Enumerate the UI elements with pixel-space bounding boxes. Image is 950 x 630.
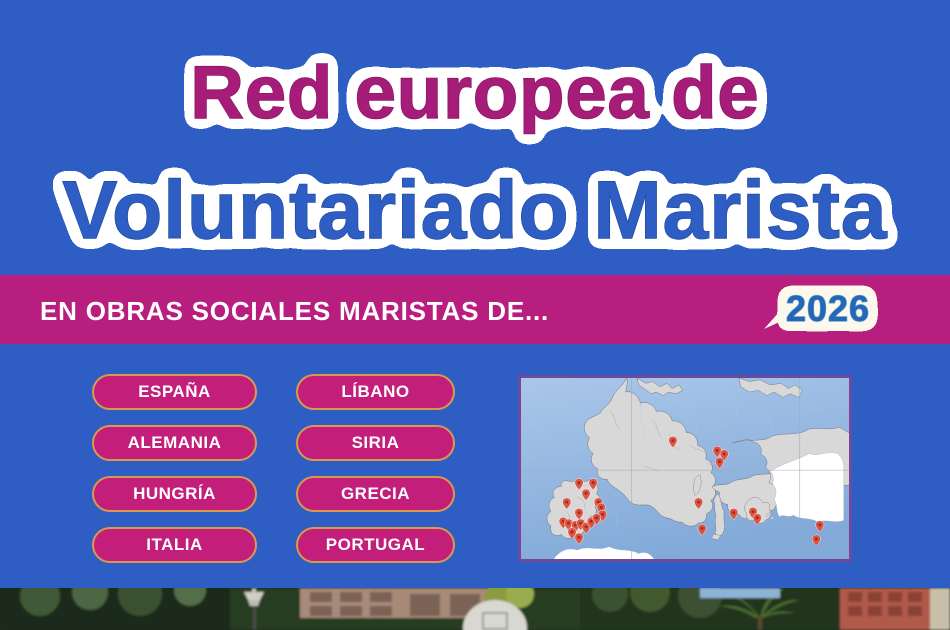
svg-text:2026: 2026 [786, 288, 870, 329]
svg-text:Voluntariado Marista: Voluntariado Marista [63, 165, 888, 256]
svg-text:Red europea de: Red europea de [190, 51, 759, 134]
